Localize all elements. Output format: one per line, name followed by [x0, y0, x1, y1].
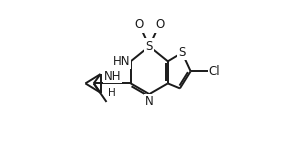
- Text: O: O: [134, 18, 143, 31]
- Text: S: S: [178, 46, 186, 59]
- Text: NH: NH: [104, 70, 122, 83]
- Text: H: H: [108, 88, 115, 98]
- Text: O: O: [155, 18, 165, 31]
- Text: S: S: [146, 40, 153, 53]
- Text: Cl: Cl: [209, 65, 220, 78]
- Text: HN: HN: [113, 55, 130, 68]
- Text: N: N: [145, 95, 154, 108]
